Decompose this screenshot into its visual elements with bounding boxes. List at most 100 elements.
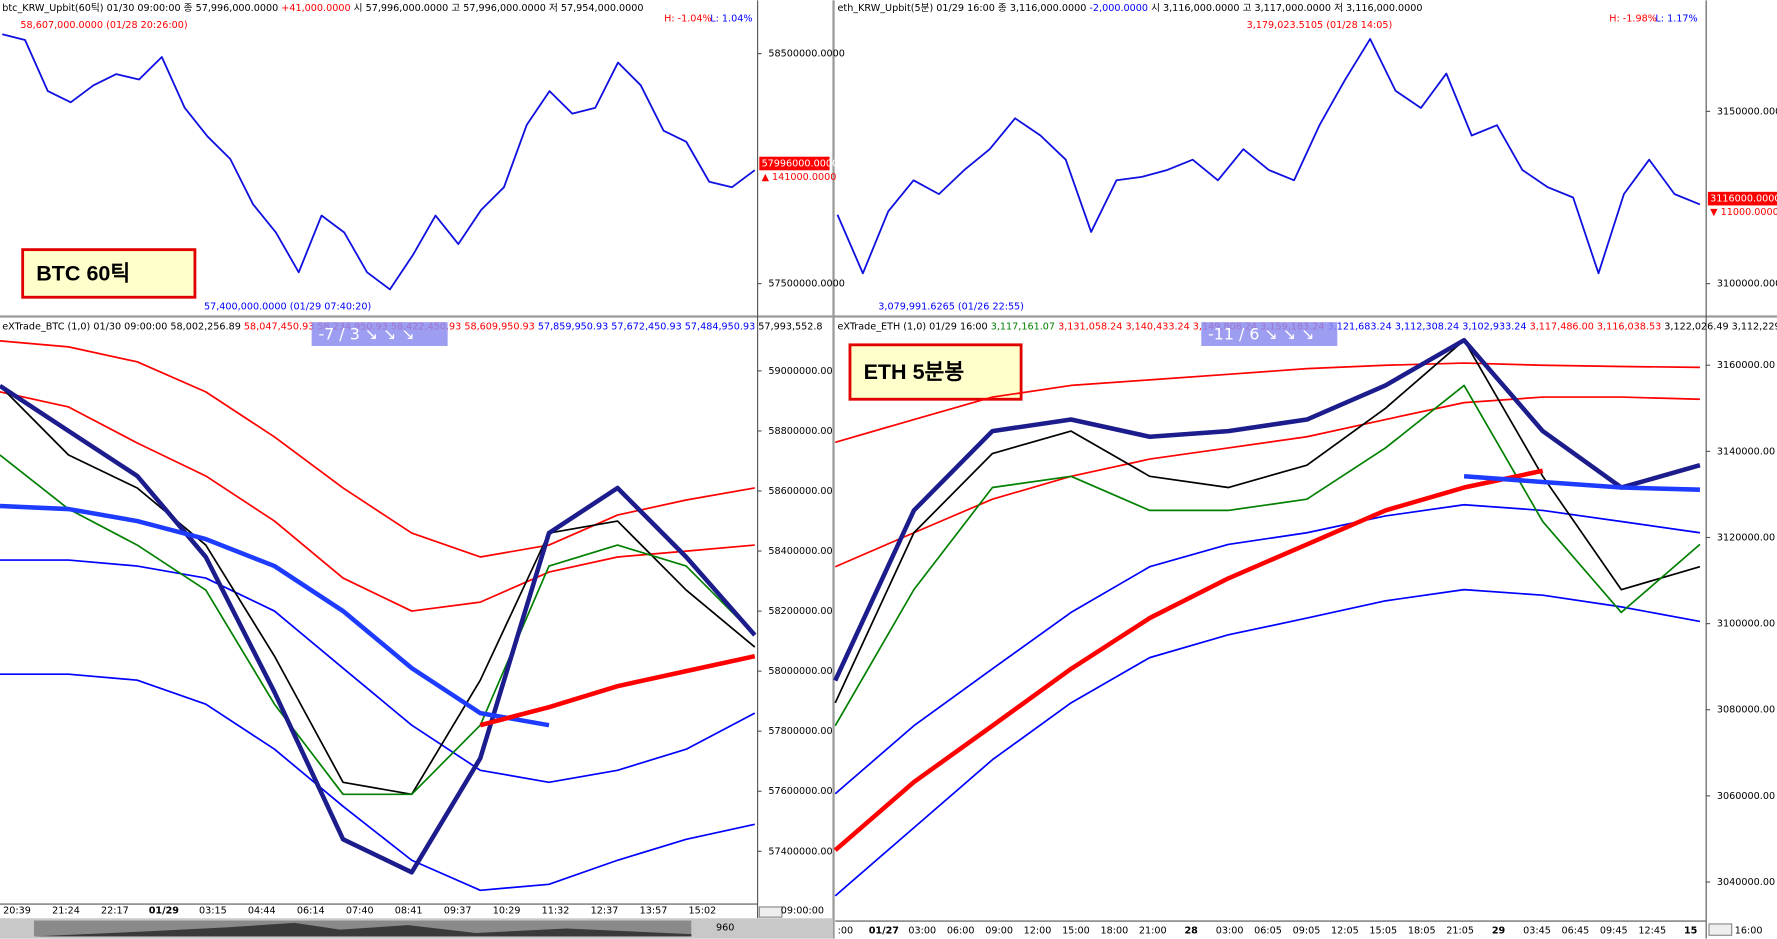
x-tick-label: 21:00: [1139, 926, 1167, 937]
price-line: [834, 339, 1701, 704]
x-tick-label: 11:32: [542, 905, 570, 916]
x-tick-label: 04:44: [248, 905, 276, 916]
price-line: [0, 340, 755, 558]
header-part: eth_KRW_Upbit(5분) 01/29 16:00 종 3,116,00…: [838, 3, 1087, 14]
y-tick-label: 58400000.00: [768, 546, 832, 557]
x-tick-label: 20:39: [3, 905, 31, 916]
scroll-overview: [33, 922, 692, 937]
y-tick-label: 3120000.00: [1717, 532, 1775, 543]
y-tick-label: 58800000.00: [768, 426, 832, 437]
header: eth_KRW_Upbit(5분) 01/29 16:00 종 3,116,00…: [838, 3, 1423, 14]
x-tick-label: 09:37: [444, 905, 472, 916]
price-line: [0, 383, 757, 875]
header-part: 시 3,116,000.0000 고 3,117,000.0000 저 3,11…: [1148, 3, 1423, 14]
signal-badge: [311, 322, 448, 346]
low-pct: L: 1.17%: [1655, 13, 1697, 24]
x-tick-label: 06:14: [297, 905, 325, 916]
price-line: [0, 673, 755, 892]
y-tick-label: 57500000.0000: [768, 279, 845, 290]
price-line: [836, 38, 1701, 275]
header-part: 3,117,486.00 3,116,038.53: [1527, 322, 1662, 333]
signal-text: -7 / 3 ↘ ↘ ↘: [318, 325, 414, 344]
label-box: [848, 343, 1023, 401]
y-tick-label: 3140000.00: [1717, 446, 1775, 457]
min-annotation: 3,079,991.6265 (01/26 22:55): [878, 301, 1024, 312]
y-tick-label: 3060000.00: [1717, 791, 1775, 802]
x-tick-label: 09:05: [1293, 926, 1321, 937]
high-pct: H: -1.98%: [1609, 13, 1657, 24]
header-part: 3,117,161.07: [988, 322, 1055, 333]
max-annotation: 58,607,000.0000 (01/28 20:26:00): [20, 20, 187, 31]
x-tick-label: 18:05: [1408, 926, 1436, 937]
y-tick-label: 3150000.0000: [1717, 106, 1777, 117]
scroll-value: 960: [716, 922, 734, 933]
x-tick-label: 06:45: [1562, 926, 1590, 937]
header-part: -2,000.0000: [1086, 3, 1148, 14]
price-line: [0, 503, 550, 728]
price-line: [0, 385, 756, 796]
change-tag: ▲ 141000.0000: [762, 172, 837, 183]
low-pct: L: 1.04%: [710, 13, 752, 24]
zoom-button[interactable]: [1708, 923, 1733, 936]
header-part: 57,859,950.93 57,672,450.93 57,484,950.9…: [535, 322, 755, 333]
price-tag-text: 3116000.0000: [1710, 194, 1777, 205]
x-tick-label: 15:00: [1062, 926, 1090, 937]
x-tick-label: 12:05: [1331, 926, 1359, 937]
y-tick-label: 58500000.0000: [768, 49, 845, 60]
x-tick-label: 03:15: [199, 905, 227, 916]
signal-text: -11 / 6 ↘ ↘ ↘: [1208, 325, 1314, 344]
x-tick-label: 06:05: [1254, 926, 1282, 937]
price-tag-text: 57996000.0000: [762, 159, 839, 170]
x-tick-label: 01/27: [869, 926, 899, 937]
x-tick-label: 09:45: [1600, 926, 1628, 937]
price-line: [834, 503, 1701, 795]
header-part: 57,993,552.8: [755, 322, 822, 333]
y-tick-label: 58600000.00: [768, 486, 832, 497]
price-line: [834, 384, 1701, 727]
zoom-button[interactable]: [758, 906, 783, 918]
max-annotation: 3,179,023.5105 (01/28 14:05): [1247, 20, 1393, 31]
x-tick-label: 09:00: [985, 926, 1013, 937]
header: eXTrade_ETH (1,0) 01/29 16:00 3,117,161.…: [838, 322, 1777, 333]
x-tick-label: :00: [838, 926, 854, 937]
x-tick-label: 21:24: [52, 905, 80, 916]
x-tick-label: 21:05: [1446, 926, 1474, 937]
x-tick-label: 01/29: [149, 905, 180, 916]
x-tick-label: 15: [1684, 926, 1698, 937]
y-tick-label: 3080000.00: [1717, 705, 1775, 716]
x-tick-label: 03:00: [908, 926, 936, 937]
axis-time: 16:00: [1735, 926, 1763, 937]
price-line: [833, 337, 1701, 682]
price-line: [0, 391, 755, 612]
header-part: 시 57,996,000.0000 고 57,996,000.0000 저 57…: [351, 3, 644, 14]
x-tick-label: 15:02: [689, 905, 717, 916]
y-tick-label: 58200000.00: [768, 606, 832, 617]
y-tick-label: 57600000.00: [768, 786, 832, 797]
price-line: [833, 468, 1544, 852]
x-tick-label: 18:00: [1100, 926, 1128, 937]
x-tick-label: 22:17: [101, 905, 129, 916]
label-text: BTC 60틱: [36, 261, 130, 285]
x-tick-label: 28: [1184, 926, 1198, 937]
y-tick-label: 3160000.00: [1717, 360, 1775, 371]
y-tick-label: 57800000.00: [768, 726, 832, 737]
min-annotation: 57,400,000.0000 (01/29 07:40:20): [204, 301, 371, 312]
price-line: [0, 559, 756, 784]
price-line: [1463, 474, 1700, 492]
x-tick-label: 12:37: [591, 905, 619, 916]
price-tag: [759, 156, 830, 171]
label-text: ETH 5분봉: [864, 360, 965, 384]
axis-time: 09:00:00: [781, 905, 824, 916]
y-tick-label: 58000000.00: [768, 666, 832, 677]
y-tick-label: 59000000.00: [768, 366, 832, 377]
x-tick-label: 15:05: [1369, 926, 1397, 937]
price-line: [479, 653, 756, 728]
header-part: 3,131,058.24 3,140,433.24 3,149,808.24 3…: [1055, 322, 1324, 333]
header: btc_KRW_Upbit(60틱) 01/30 09:00:00 종 57,9…: [2, 2, 643, 14]
header-part: eXTrade_ETH (1,0) 01/29 16:00: [838, 322, 988, 333]
price-line: [2, 33, 756, 291]
high-pct: H: -1.04%: [664, 13, 712, 24]
y-tick-label: 3100000.00: [1717, 619, 1775, 630]
